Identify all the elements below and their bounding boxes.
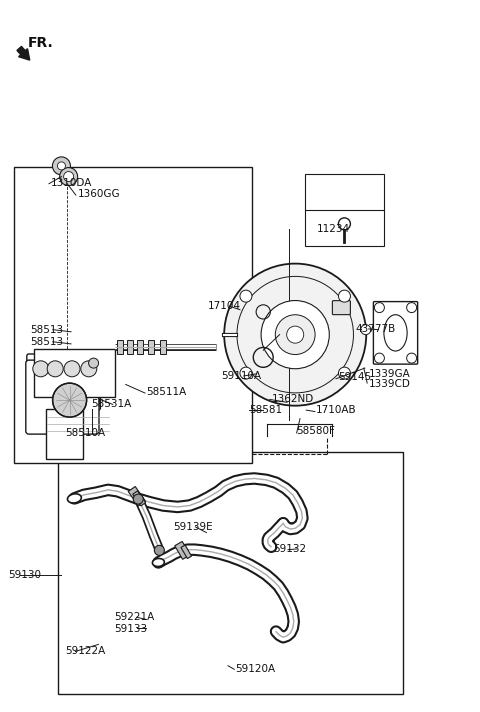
FancyBboxPatch shape <box>373 302 418 364</box>
Text: 59120A: 59120A <box>235 664 276 674</box>
Circle shape <box>374 303 384 313</box>
Circle shape <box>338 367 350 379</box>
Text: 58531A: 58531A <box>91 399 132 409</box>
Circle shape <box>64 172 73 182</box>
Text: 59145: 59145 <box>338 372 372 382</box>
Bar <box>34 349 115 397</box>
Circle shape <box>53 383 86 417</box>
Circle shape <box>374 353 384 363</box>
FancyArrow shape <box>17 46 30 60</box>
Circle shape <box>47 361 63 377</box>
Text: 59110A: 59110A <box>221 371 261 381</box>
Bar <box>181 545 192 558</box>
Bar <box>14 167 252 463</box>
Text: 11234: 11234 <box>317 224 350 234</box>
FancyBboxPatch shape <box>26 360 99 434</box>
Circle shape <box>60 167 78 186</box>
Bar <box>305 174 384 246</box>
Bar <box>46 409 83 459</box>
Bar <box>137 340 143 355</box>
FancyBboxPatch shape <box>332 300 350 315</box>
Text: 1362ND: 1362ND <box>272 394 314 404</box>
Text: 1360GG: 1360GG <box>78 189 120 199</box>
Text: 43777B: 43777B <box>355 324 396 334</box>
Ellipse shape <box>133 494 143 504</box>
Text: 58580F: 58580F <box>297 426 336 436</box>
Text: 58510A: 58510A <box>65 428 105 438</box>
Text: 59139E: 59139E <box>173 522 213 532</box>
Text: 59130: 59130 <box>9 570 42 580</box>
Circle shape <box>240 290 252 302</box>
Circle shape <box>58 162 65 170</box>
Circle shape <box>33 361 49 377</box>
Circle shape <box>276 315 315 355</box>
Bar <box>128 486 145 506</box>
Circle shape <box>89 358 98 368</box>
Text: 1710AB: 1710AB <box>316 405 357 415</box>
Text: 58513: 58513 <box>30 325 63 335</box>
Text: 59133: 59133 <box>114 624 147 634</box>
Text: 1310DA: 1310DA <box>50 178 92 188</box>
Ellipse shape <box>384 315 407 351</box>
Text: 58581: 58581 <box>250 405 283 415</box>
Text: 1339GA: 1339GA <box>369 369 410 379</box>
Ellipse shape <box>155 545 164 555</box>
Text: 17104: 17104 <box>207 301 240 311</box>
Bar <box>160 340 166 355</box>
Circle shape <box>64 361 80 377</box>
Circle shape <box>407 303 417 313</box>
Circle shape <box>287 326 304 343</box>
Circle shape <box>240 367 252 379</box>
Circle shape <box>224 263 366 406</box>
Circle shape <box>407 353 417 363</box>
Text: FR.: FR. <box>27 36 53 50</box>
Text: 1339CD: 1339CD <box>369 379 410 389</box>
Bar <box>148 340 154 355</box>
Bar <box>127 340 132 355</box>
Text: 58513: 58513 <box>30 337 63 347</box>
Circle shape <box>338 290 350 302</box>
Circle shape <box>81 361 97 377</box>
Text: 58511A: 58511A <box>146 387 187 397</box>
Ellipse shape <box>68 494 81 503</box>
Text: 59132: 59132 <box>274 544 307 554</box>
Circle shape <box>338 218 350 230</box>
Ellipse shape <box>153 558 164 567</box>
Circle shape <box>52 157 71 175</box>
Text: 59221A: 59221A <box>114 612 155 622</box>
FancyBboxPatch shape <box>27 354 100 410</box>
Text: 59122A: 59122A <box>65 646 105 656</box>
Bar <box>133 491 145 506</box>
Bar <box>175 541 190 560</box>
Circle shape <box>261 300 329 369</box>
Bar <box>117 340 123 355</box>
Circle shape <box>361 325 371 335</box>
Bar <box>58 452 403 694</box>
